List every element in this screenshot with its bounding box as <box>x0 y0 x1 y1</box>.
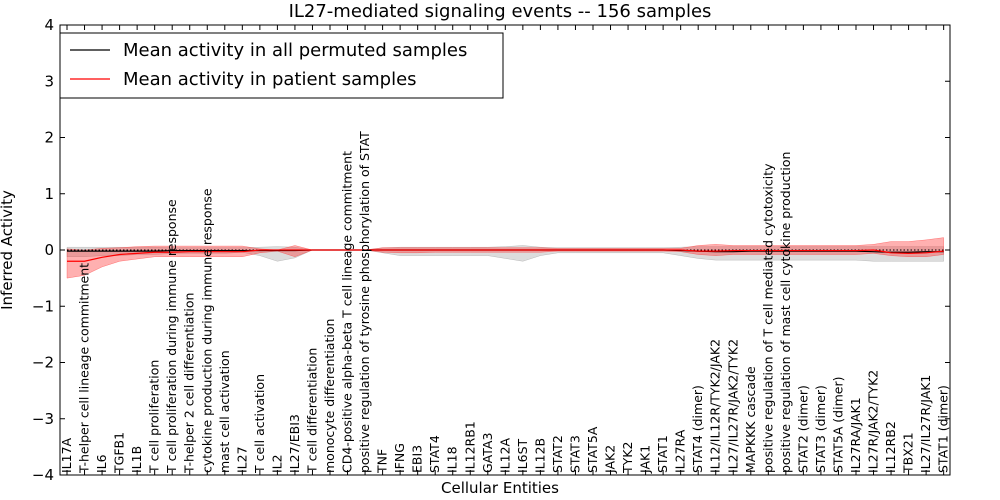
series-line-patient <box>67 249 944 262</box>
series-lines <box>67 249 944 262</box>
plot-frame <box>59 24 951 476</box>
xtick-label: STAT3 (dimer) <box>813 385 828 473</box>
xtick-label: STAT5A (dimer) <box>830 377 845 473</box>
ytick-label: 4 <box>44 16 54 34</box>
xtick-label: GATA3 <box>480 433 495 473</box>
xtick-label: IL27/EBI3 <box>287 414 302 473</box>
xtick-label: T cell proliferation <box>147 360 162 474</box>
legend-label-permuted: Mean activity in all permuted samples <box>123 40 467 61</box>
legend-label-patient: Mean activity in patient samples <box>123 69 417 90</box>
x-axis-label: Cellular Entities <box>441 479 559 497</box>
xtick-label: T-helper 2 cell differentiation <box>182 293 197 474</box>
y-tick-labels: −4 −3 −2 −1 0 1 2 3 4 <box>32 16 54 484</box>
ytick-label: 1 <box>44 185 54 203</box>
xtick-label: STAT2 <box>550 435 565 473</box>
xtick-label: positive regulation of mast cell cytokin… <box>778 152 793 473</box>
xtick-label: IL27RA <box>673 429 688 473</box>
xtick-label: IL12/IL12R/TYK2/JAK2 <box>708 339 723 473</box>
xtick-label: IL18 <box>445 446 460 473</box>
ytick-label: −1 <box>32 297 54 315</box>
xtick-label: IL1B <box>129 446 144 473</box>
xtick-label: IL27R/JAK2/TYK2 <box>866 370 881 473</box>
xtick-label: TBX21 <box>901 432 916 474</box>
xtick-label: T cell differentiation <box>304 348 319 474</box>
xtick-label: positive regulation of T cell mediated c… <box>760 163 775 473</box>
xtick-label: positive regulation of tyrosine phosphor… <box>357 131 372 473</box>
xtick-label: IL12RB1 <box>462 421 477 473</box>
axis-ticks <box>60 24 950 476</box>
xtick-label: TYK2 <box>620 442 635 474</box>
xtick-label: IL27/IL27R/JAK1 <box>918 375 933 473</box>
xtick-label: TGFB1 <box>112 432 127 474</box>
xtick-label: T-helper cell lineage commitment <box>77 263 92 474</box>
xtick-label: IL27RA/JAK1 <box>848 397 863 473</box>
xtick-label: T cell activation <box>252 374 267 474</box>
xtick-label: IL12RB2 <box>883 421 898 473</box>
xtick-label: STAT1 (dimer) <box>936 385 951 473</box>
x-tick-labels: IL17A T-helper cell lineage commitment IL6… <box>59 131 951 474</box>
ytick-label: 2 <box>44 129 54 147</box>
xtick-label: IL27 <box>234 446 249 473</box>
y-axis-label: Inferred Activity <box>0 190 16 310</box>
xtick-label: IL6 <box>94 454 109 473</box>
xtick-label: CD4-positive alpha-beta T cell lineage c… <box>340 151 355 473</box>
xtick-label: JAK1 <box>638 445 653 474</box>
xtick-label: IL6ST <box>515 438 530 473</box>
xtick-label: STAT5A <box>585 426 600 473</box>
xtick-label: T cell proliferation during immune respo… <box>164 199 179 474</box>
xtick-label: IL17A <box>59 437 74 473</box>
xtick-label: IL27/IL27R/JAK2/TYK2 <box>725 339 740 473</box>
xtick-label: IL2 <box>269 454 284 473</box>
xtick-label: EBI3 <box>410 445 425 473</box>
ytick-label: −2 <box>32 354 54 372</box>
xtick-label: IL12A <box>497 437 512 473</box>
xtick-label: cytokine production during immune respon… <box>199 188 214 473</box>
xtick-label: STAT3 <box>567 435 582 473</box>
legend-box <box>59 32 504 99</box>
chart-title: IL27-mediated signaling events -- 156 sa… <box>289 1 712 22</box>
xtick-label: STAT4 <box>427 435 442 473</box>
xtick-label: STAT1 <box>655 435 670 473</box>
ytick-label: −4 <box>32 466 54 484</box>
ytick-label: 3 <box>44 72 54 90</box>
xtick-label: IL12B <box>532 438 547 473</box>
xtick-label: JAK2 <box>603 445 618 474</box>
xtick-label: IFNG <box>392 443 407 473</box>
xtick-label: mast cell activation <box>217 350 232 473</box>
xtick-label: STAT2 (dimer) <box>795 385 810 473</box>
xtick-label: monocyte differentiation <box>322 319 337 473</box>
xtick-label: TNF <box>375 449 390 474</box>
ytick-label: −3 <box>32 410 54 428</box>
xtick-label: MAPKKK cascade <box>743 366 758 473</box>
legend: Mean activity in all permuted samples Me… <box>59 32 504 99</box>
xtick-label: STAT4 (dimer) <box>690 385 705 473</box>
ytick-label: 0 <box>44 241 54 259</box>
